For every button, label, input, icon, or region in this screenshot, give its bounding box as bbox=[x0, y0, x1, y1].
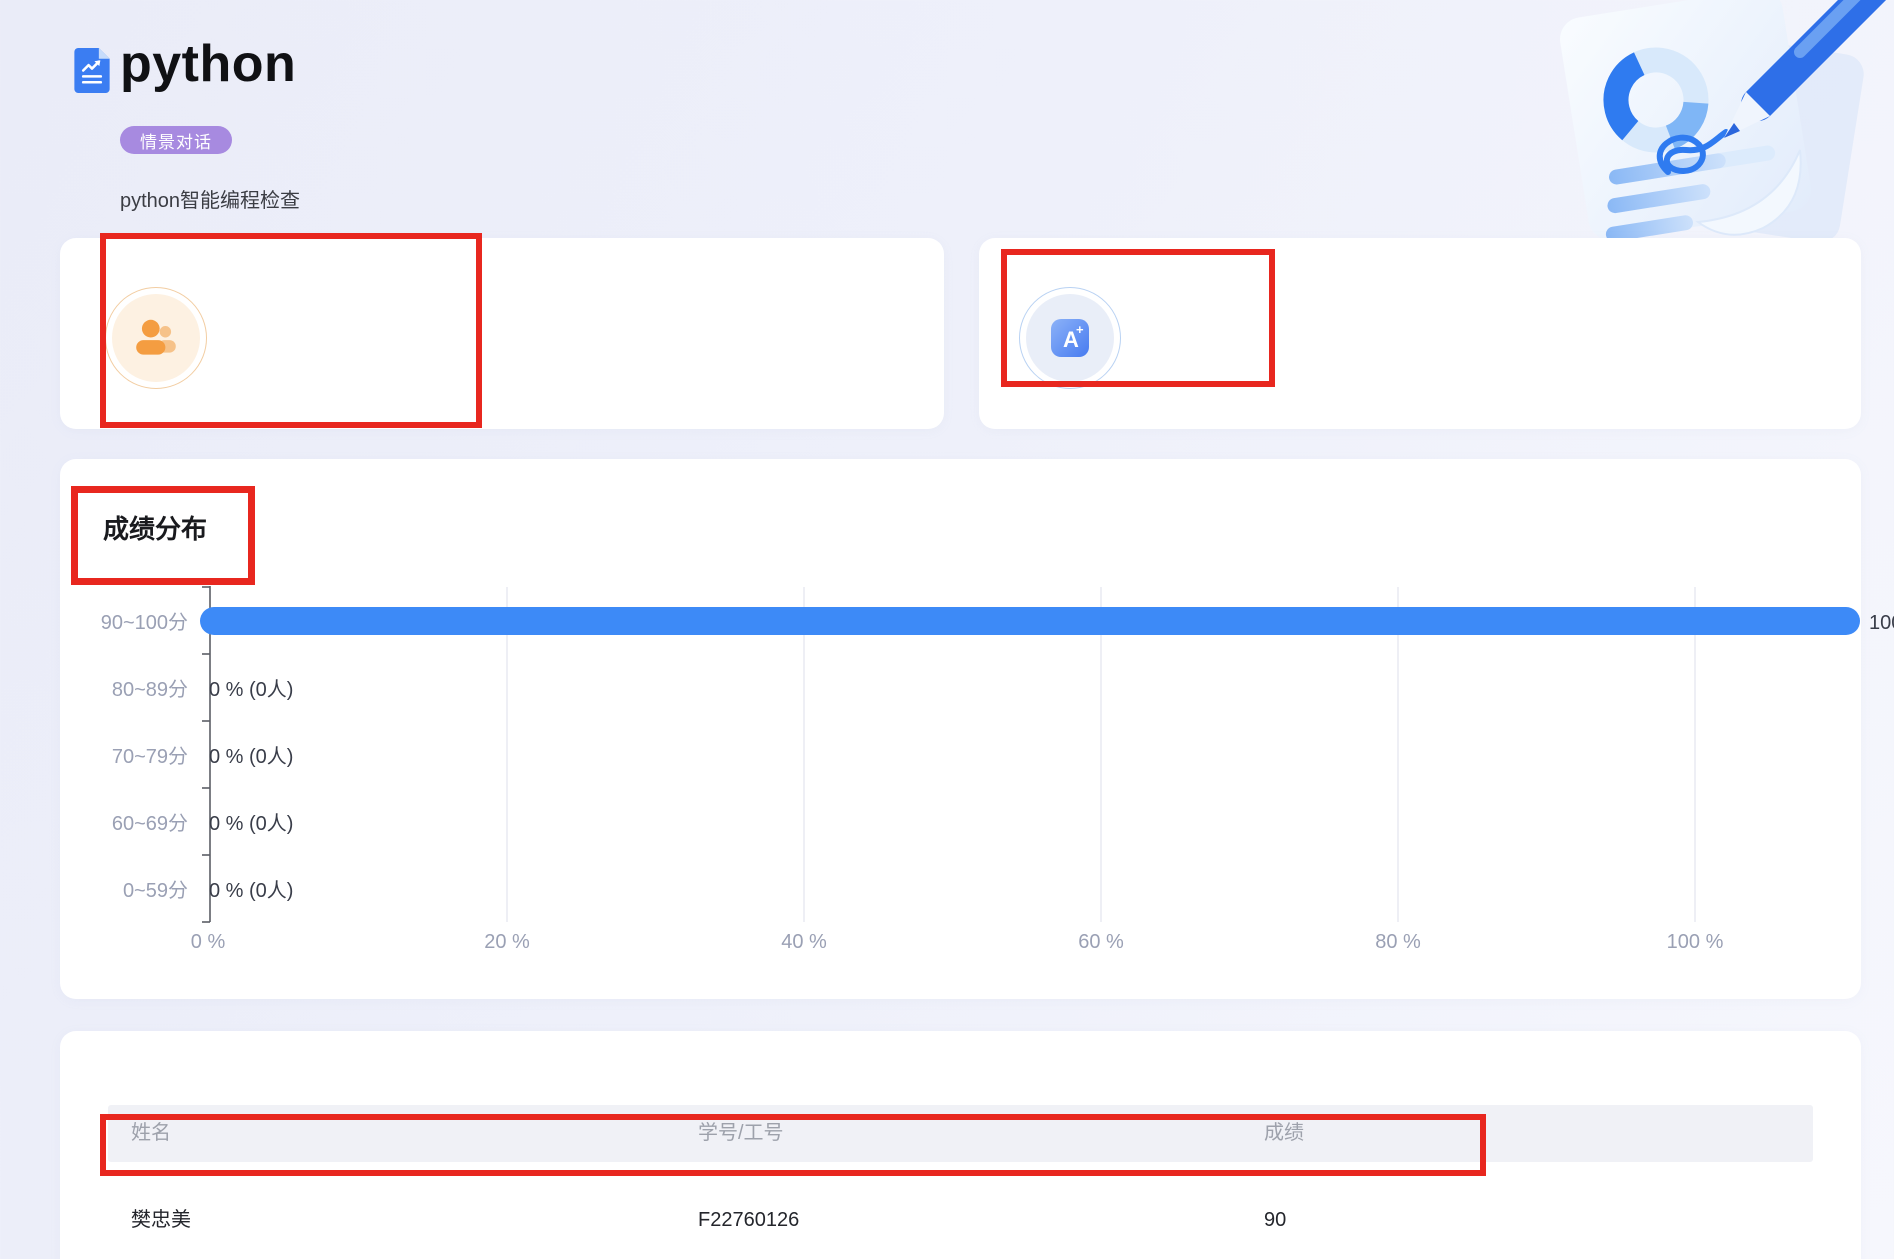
category-label: 70~79分 bbox=[111, 746, 188, 768]
a-plus-icon-ring: A + bbox=[1019, 287, 1121, 389]
cell-score: 90 bbox=[1264, 1209, 1287, 1231]
results-table-card: 姓名 学号/工号 成绩 樊忠美 F22760126 90 bbox=[60, 1031, 1861, 1259]
category-label: 60~69分 bbox=[111, 813, 188, 835]
bar-value-label: 0 % (0人) bbox=[209, 813, 294, 835]
score-distribution-card: 成绩分布 90~100分 100 % (1人) 80~89分 bbox=[60, 459, 1894, 999]
bar-value-label: 100 % (1人) bbox=[1869, 612, 1894, 634]
table-header-row bbox=[108, 1105, 1813, 1162]
category-label: 90~100分 bbox=[100, 612, 188, 634]
chart-axes bbox=[202, 586, 1696, 923]
x-axis-tick: 80 % bbox=[1375, 931, 1421, 953]
chart-row: 60~69分 0 % (0人) bbox=[50, 788, 1860, 855]
people-icon bbox=[136, 319, 176, 355]
cell-student-name: 樊忠美 bbox=[131, 1209, 191, 1231]
tag-badge: 情景对话 bbox=[120, 126, 232, 154]
bar-90-100 bbox=[200, 606, 1860, 635]
bar-value-label: 0 % (0人) bbox=[209, 880, 294, 902]
submissions-card: 1 人 提交人数 bbox=[60, 238, 944, 628]
x-axis-tick: 60 % bbox=[1078, 931, 1124, 953]
svg-text:A: A bbox=[1063, 327, 1079, 352]
a-plus-icon: A + bbox=[1051, 319, 1089, 357]
category-label: 0~59分 bbox=[122, 880, 188, 902]
average-score-card: A + 90 分 平均分 bbox=[979, 238, 1861, 628]
bar-value-label: 0 % (0人) bbox=[209, 679, 294, 701]
x-axis-tick: 20 % bbox=[484, 931, 530, 953]
document-chart-icon bbox=[74, 47, 110, 94]
chart-row: 70~79分 0 % (0人) bbox=[50, 721, 1860, 788]
column-header-id: 学号/工号 bbox=[698, 1122, 784, 1144]
clipboard-pen-illustration bbox=[1560, 0, 1887, 242]
category-label: 80~89分 bbox=[111, 679, 188, 701]
page-title: python bbox=[120, 35, 297, 93]
chart-title: 成绩分布 bbox=[103, 514, 208, 544]
column-header-name: 姓名 bbox=[131, 1122, 171, 1144]
chart-row: 0~59分 0 % (0人) bbox=[50, 855, 1860, 922]
chart-row: 90~100分 100 % (1人) bbox=[50, 587, 1894, 654]
x-axis-tick: 100 % bbox=[1666, 931, 1724, 953]
x-axis-tick: 0 % bbox=[190, 931, 226, 953]
column-header-score: 成绩 bbox=[1264, 1122, 1304, 1144]
bar-value-label: 0 % (0人) bbox=[209, 746, 294, 768]
people-icon-ring bbox=[105, 287, 207, 389]
x-axis-tick: 40 % bbox=[781, 931, 827, 953]
page-subtitle: python智能编程检查 bbox=[120, 190, 301, 212]
svg-text:+: + bbox=[1076, 322, 1084, 337]
cell-student-id: F22760126 bbox=[698, 1209, 800, 1231]
chart-row: 80~89分 0 % (0人) bbox=[50, 654, 1860, 721]
